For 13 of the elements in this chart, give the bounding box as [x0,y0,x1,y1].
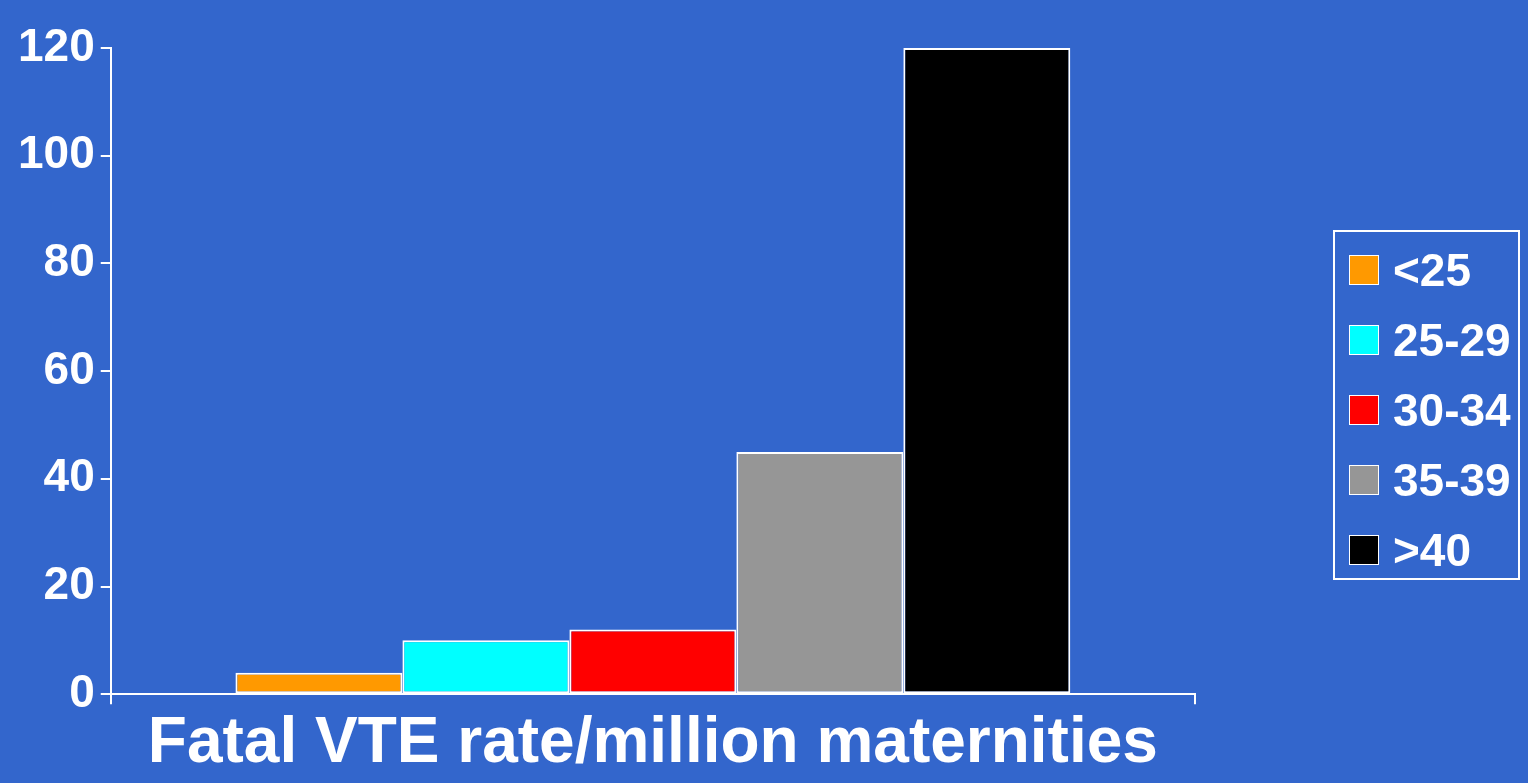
y-tick-label: 60 [43,341,95,394]
legend-label: >40 [1393,524,1472,576]
legend-label: <25 [1393,244,1472,296]
x-axis-title: Fatal VTE rate/million maternities [147,704,1158,777]
y-tick-label: 80 [43,234,95,287]
legend-label: 35-39 [1393,454,1511,506]
legend-label: 30-34 [1393,384,1511,436]
y-tick-label: 120 [18,18,95,71]
y-tick-label: 0 [69,664,95,717]
y-tick-label: 40 [43,449,95,502]
y-tick-label: 100 [18,126,95,179]
legend-label: 25-29 [1393,314,1511,366]
y-tick-label: 20 [43,557,95,610]
